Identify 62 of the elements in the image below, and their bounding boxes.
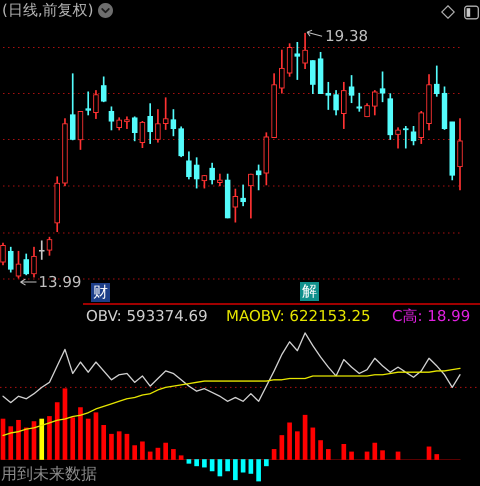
bar (194, 459, 199, 466)
bar (86, 418, 91, 460)
bar (272, 449, 276, 460)
bar (156, 448, 160, 460)
bar (256, 459, 261, 482)
bar (16, 420, 21, 460)
bar (0, 418, 6, 460)
bar (54, 402, 60, 460)
text: 解 (300, 282, 319, 301)
bar (302, 414, 308, 460)
bar (396, 452, 400, 460)
bar (310, 428, 316, 460)
text: OBV: 593374.69 (86, 307, 208, 325)
chart-title: (日线,前复权) (2, 1, 94, 19)
bar (24, 428, 29, 460)
bar (62, 388, 68, 460)
bar (287, 422, 292, 460)
annotation: 19.38 (325, 27, 368, 46)
bar (434, 454, 440, 460)
bar (318, 440, 323, 460)
bar (148, 452, 152, 460)
bar (248, 459, 254, 474)
bar (132, 445, 138, 460)
bar (70, 417, 76, 460)
bar (109, 434, 114, 460)
bar (364, 452, 370, 460)
bar (178, 455, 184, 460)
bar (280, 435, 284, 460)
text: 财 (91, 283, 110, 302)
bar (116, 431, 122, 460)
bar (124, 434, 130, 460)
bar (372, 442, 378, 460)
bar (32, 421, 36, 460)
bar (326, 449, 331, 460)
bar (341, 444, 346, 460)
bar (295, 431, 300, 460)
bar (39, 418, 44, 460)
bar (78, 407, 83, 460)
candlestick (124, 116, 130, 129)
bar (94, 412, 98, 460)
bar (218, 459, 222, 476)
bar (349, 452, 354, 460)
bar (426, 446, 432, 460)
bar (163, 442, 168, 460)
bar (47, 416, 52, 460)
bar (140, 441, 145, 460)
annotation: 用到未来数据 (1, 464, 97, 483)
bar (240, 459, 246, 473)
text: C高: 18.99 (392, 307, 470, 325)
candlestick (380, 72, 386, 102)
bar (186, 459, 192, 464)
text: MAOBV: 622153.25 (226, 307, 371, 325)
bar (233, 459, 238, 480)
bar (264, 459, 269, 466)
bar (225, 459, 230, 472)
bar (202, 459, 207, 468)
bar (8, 426, 14, 460)
bar (210, 459, 214, 472)
bar (380, 450, 385, 460)
annotation: 13.99 (38, 272, 82, 291)
bar (171, 449, 176, 460)
bar (101, 425, 106, 460)
